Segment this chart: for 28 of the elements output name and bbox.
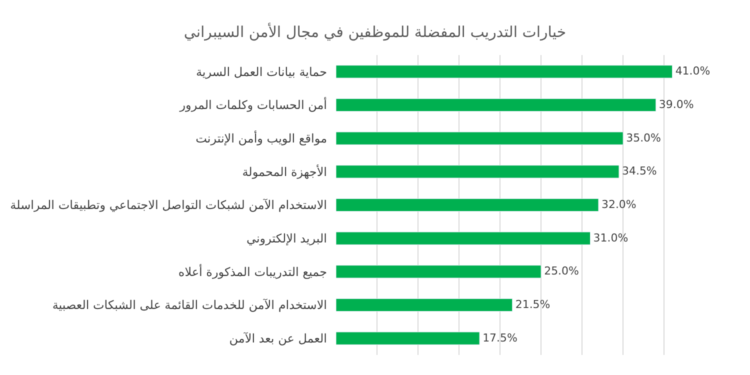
y-tick-label: البريد الإلكتروني — [246, 232, 327, 246]
bar — [336, 332, 480, 345]
bar — [336, 132, 624, 145]
data-label: 41.0% — [675, 64, 710, 78]
data-label: 34.5% — [622, 164, 657, 178]
bar — [336, 265, 542, 278]
bar — [336, 198, 599, 212]
bar — [336, 165, 620, 178]
bar — [336, 98, 656, 112]
bar — [336, 65, 673, 78]
y-tick-label: جميع التدريبات المذكورة أعلاه — [178, 264, 327, 279]
data-label: 32.0% — [601, 198, 636, 211]
bar — [336, 298, 513, 312]
y-tick-label: الأجهزة المحمولة — [242, 164, 327, 179]
data-label: 31.0% — [593, 231, 628, 244]
y-tick-label: الاستخدام الآمن لشبكات التواصل الاجتماعي وتطبيقات المراسلة — [10, 198, 327, 212]
y-tick-label: العمل عن بعد الآمن — [229, 332, 327, 346]
bar — [336, 232, 591, 245]
y-tick-label: حماية بيانات العمل السرية — [196, 64, 327, 79]
y-tick-label: أمن الحسابات وكلمات المرور — [178, 97, 327, 112]
data-label: 25.0% — [544, 264, 579, 278]
data-label: 21.5% — [515, 298, 550, 311]
chart-title: خيارات التدريب المفضلة للموظفين في مجال الأمن السيبراني — [184, 22, 566, 41]
data-label: 17.5% — [482, 331, 518, 344]
y-tick-label: مواقع الويب وأمن الإنترنت — [196, 130, 327, 146]
y-tick-label: الاستخدام الآمن للخدمات القائمة على الشبكات العصبية — [52, 298, 327, 312]
data-label: 39.0% — [658, 98, 694, 111]
data-label: 35.0% — [626, 131, 661, 144]
